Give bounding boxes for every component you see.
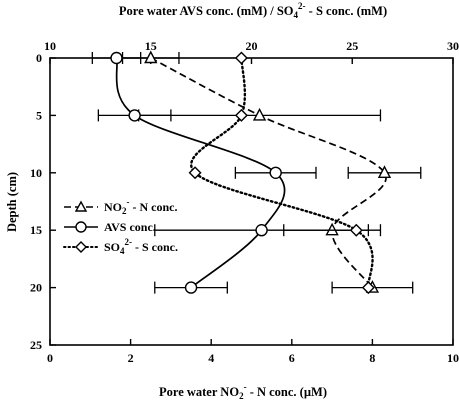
legend-label-sulfate-sub: 4	[120, 246, 125, 256]
legend-label-nitrite-sub: 2	[122, 206, 127, 216]
data-point	[188, 166, 202, 180]
axis-ticks: 0 2 4 6 8 10 10 15 20 25 30 0 5 10 15 20 25	[30, 39, 459, 365]
data-point	[377, 165, 392, 179]
legend-label-nitrite-pre: NO	[104, 200, 122, 214]
bottom-axis-title-sup: -	[244, 382, 247, 392]
data-point	[269, 166, 282, 180]
data-point	[184, 281, 198, 294]
series-diamond	[188, 51, 375, 295]
y-tick-label: 10	[30, 166, 42, 180]
bottom-tick-label: 0	[47, 351, 53, 365]
top-tick-label: 30	[447, 39, 459, 53]
legend-label-avs-pre: AVS conc.	[104, 220, 156, 234]
series-layer	[91, 50, 422, 295]
top-tick-label: 25	[346, 39, 358, 53]
y-tick-label: 15	[30, 223, 42, 237]
data-point	[110, 51, 123, 65]
bottom-tick-label: 10	[447, 351, 459, 365]
data-point	[325, 222, 339, 236]
top-tick-label: 15	[145, 39, 157, 53]
bottom-axis-title-sub: 2	[239, 391, 244, 401]
bottom-axis-title: Pore water NO2- - N conc. (µM)	[159, 382, 327, 401]
legend-label-nitrite-sup: -	[127, 197, 130, 207]
legend-item-nitrite: NO2- - N conc.	[64, 197, 178, 216]
top-axis-title-post: - S conc. (mM)	[306, 4, 388, 18]
y-tick-label: 0	[36, 51, 42, 65]
legend-label-sulfate-post: - S conc.	[132, 240, 178, 254]
legend-label-sulfate: SO42- - S conc.	[104, 237, 178, 256]
bottom-tick-label: 8	[369, 351, 375, 365]
data-point	[234, 51, 248, 65]
legend-item-avs: AVS conc.	[64, 220, 156, 234]
y-axis-label: Depth (cm)	[5, 172, 19, 232]
legend-swatch-sulfate-diamond	[75, 241, 87, 253]
top-axis-title-sub: 4	[294, 10, 299, 20]
legend-label-sulfate-pre: SO	[104, 240, 120, 254]
top-axis-title-sup: 2-	[298, 1, 306, 11]
y-tick-label: 20	[30, 281, 42, 295]
bottom-tick-label: 6	[289, 351, 295, 365]
top-axis-title-pre: Pore water AVS conc. (mM) / SO	[119, 4, 294, 18]
data-point	[234, 108, 248, 122]
data-point	[252, 107, 267, 121]
legend-label-sulfate-sup: 2-	[125, 237, 133, 247]
data-point	[361, 281, 375, 295]
y-tick-label: 25	[30, 338, 42, 352]
legend-swatch-avs-circle	[75, 221, 87, 233]
bottom-tick-label: 2	[128, 351, 134, 365]
data-point	[144, 50, 158, 64]
legend-label-avs: AVS conc.	[104, 220, 156, 234]
top-tick-label: 10	[44, 39, 56, 53]
data-point	[349, 223, 363, 237]
data-point	[128, 109, 141, 122]
top-axis-title: Pore water AVS conc. (mM) / SO42- - S co…	[119, 1, 387, 20]
legend-item-sulfate: SO42- - S conc.	[63, 237, 178, 256]
bottom-axis-title-post: - N conc. (µM)	[247, 385, 327, 399]
legend-label-nitrite-post: - N conc.	[130, 200, 178, 214]
top-tick-label: 20	[246, 39, 258, 53]
legend-label-nitrite: NO2- - N conc.	[104, 197, 178, 216]
legend-swatch-nitrite-triangle	[74, 200, 88, 212]
bottom-axis-title-pre: Pore water NO	[159, 385, 239, 399]
legend: NO2- - N conc. AVS conc. SO42- - S conc.	[63, 197, 178, 256]
y-tick-label: 5	[36, 108, 42, 122]
series-circle	[91, 51, 370, 294]
series-line	[190, 56, 374, 289]
data-point	[255, 223, 268, 237]
bottom-tick-label: 4	[208, 351, 214, 365]
series-line	[150, 57, 387, 289]
